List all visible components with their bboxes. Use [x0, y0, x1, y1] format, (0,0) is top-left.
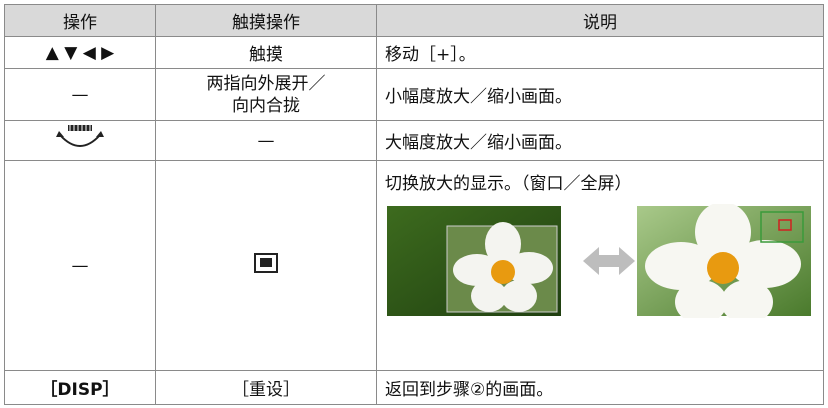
- touch-cell: —: [155, 120, 377, 161]
- header-cell: 操作: [4, 4, 156, 37]
- header-cell: 触摸操作: [155, 4, 377, 37]
- row: — 大幅度放大／缩小画面。: [4, 120, 824, 161]
- table: 操作 触摸操作 说明 ▲ ▼ ◀ ▶ 触摸 移动［+］。 — 两指向外展开／ 向…: [4, 4, 824, 405]
- desc-cell: 返回到步骤②的画面。: [376, 370, 824, 405]
- op-cell: —: [4, 160, 156, 371]
- row: ［DISP］ ［重设］ 返回到步骤②的画面。: [4, 370, 824, 405]
- op-cell: [4, 120, 156, 161]
- text-line: 两指向外展开／: [206, 73, 326, 94]
- header-cell: 说明: [376, 4, 824, 37]
- row: — 切换放大的显示。（窗口／全屏）: [4, 160, 824, 371]
- desc-cell: 切换放大的显示。（窗口／全屏）: [376, 160, 824, 371]
- desc-cell: 小幅度放大／缩小画面。: [376, 68, 824, 121]
- op-cell: —: [4, 68, 156, 121]
- header-row: 操作 触摸操作 说明: [4, 4, 824, 37]
- desc-cell: 移动［+］。: [376, 36, 824, 69]
- op-cell: ▲ ▼ ◀ ▶: [4, 36, 156, 69]
- row: ▲ ▼ ◀ ▶ 触摸 移动［+］。: [4, 36, 824, 69]
- dial-icon: [56, 125, 104, 147]
- touch-cell: 触摸: [155, 36, 377, 69]
- touch-cell: 两指向外展开／ 向内合拢: [155, 68, 377, 121]
- text-line: 向内合拢: [232, 95, 300, 116]
- touch-cell: ［重设］: [155, 370, 377, 405]
- illustration: [387, 202, 811, 324]
- desc-text: 切换放大的显示。（窗口／全屏）: [385, 174, 632, 194]
- window-icon: [254, 253, 278, 273]
- touch-cell: [155, 160, 377, 371]
- op-cell: ［DISP］: [4, 370, 156, 405]
- desc-cell: 大幅度放大／缩小画面。: [376, 120, 824, 161]
- row: — 两指向外展开／ 向内合拢 小幅度放大／缩小画面。: [4, 68, 824, 121]
